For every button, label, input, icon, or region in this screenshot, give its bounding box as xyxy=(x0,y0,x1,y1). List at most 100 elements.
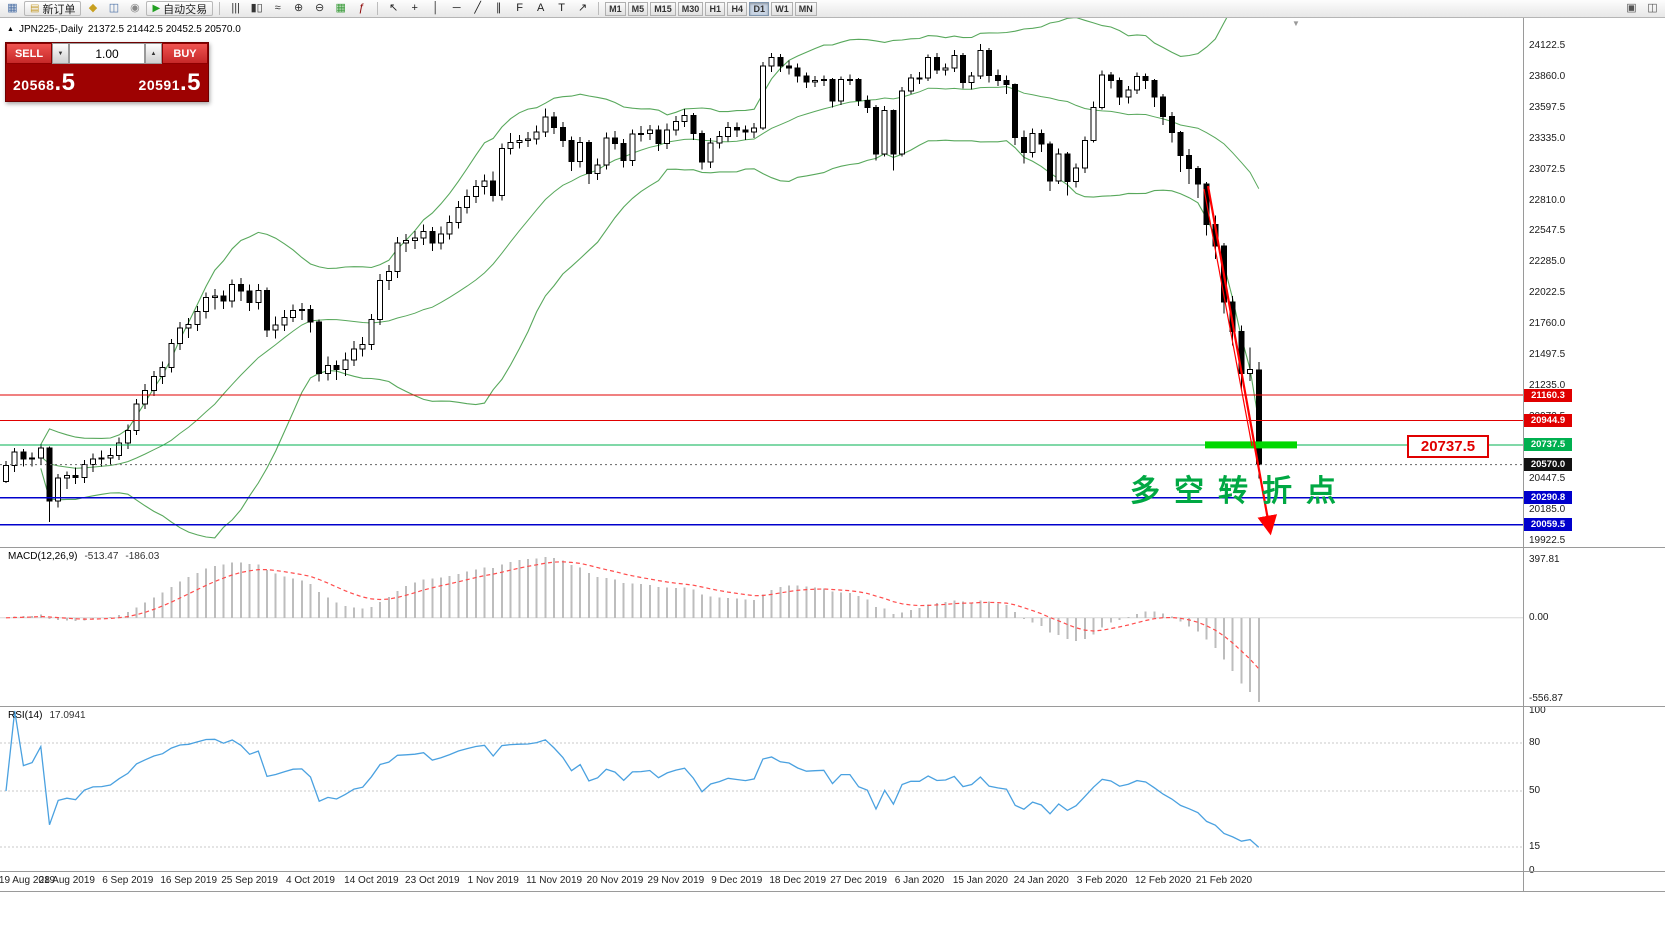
price-axis-label: 22285.0 xyxy=(1529,256,1566,268)
market-watch-icon[interactable]: ◫ xyxy=(104,1,123,16)
volume-input[interactable] xyxy=(69,43,145,64)
date-label: 11 Nov 2019 xyxy=(526,875,583,886)
price-level-badge: 20944.9 xyxy=(1524,413,1572,427)
timeframe-m30[interactable]: M30 xyxy=(677,1,704,16)
bollinger-lower-band xyxy=(40,139,1260,539)
window-bottom-border xyxy=(0,891,1665,892)
price-axis-label: 22810.0 xyxy=(1529,194,1566,206)
line-chart-icon[interactable]: ≈ xyxy=(268,1,287,16)
channel-icon[interactable]: ∥ xyxy=(489,1,508,16)
chart-window-icon[interactable]: ▦ xyxy=(3,1,22,16)
date-label: 6 Jan 2020 xyxy=(894,875,945,886)
bar-chart-icon[interactable]: ||| xyxy=(226,1,245,16)
date-label: 14 Oct 2019 xyxy=(344,875,399,886)
alerts-icon[interactable]: ◉ xyxy=(125,1,144,16)
chart-props-icon[interactable]: ▣ xyxy=(1622,1,1641,16)
rsi-value: 17.0941 xyxy=(49,710,86,721)
macd-main-value: -513.47 xyxy=(84,551,119,562)
macd-label: MACD(12,26,9) xyxy=(8,551,78,562)
support-highlight-segment xyxy=(1205,441,1297,449)
date-label: 20 Nov 2019 xyxy=(586,875,644,886)
zoom-out-icon[interactable]: ⊖ xyxy=(310,1,329,16)
price-axis-label: 23072.5 xyxy=(1529,163,1566,175)
toolbar-separator xyxy=(598,2,600,15)
toolbar-separator xyxy=(377,2,379,15)
panel-separator xyxy=(0,871,1665,872)
collapse-triangle-icon[interactable]: ▲ xyxy=(7,26,14,33)
price-level-badge: 20737.5 xyxy=(1524,438,1572,452)
current-price-badge: 20570.0 xyxy=(1524,458,1572,472)
volume-increase-button[interactable]: ▲ xyxy=(145,43,162,64)
buy-button[interactable]: BUY xyxy=(162,43,208,64)
turning-point-annotation: 多空转折点 xyxy=(1130,475,1350,508)
support-price-callout: 20737.5 xyxy=(1407,435,1489,458)
horizontal-line-icon[interactable]: ─ xyxy=(447,1,466,16)
timeframe-m15[interactable]: M15 xyxy=(650,1,676,16)
price-axis-label: 21760.0 xyxy=(1529,318,1566,330)
price-axis: 24122.5 23860.0 23597.5 23335.0 23072.5 22810… xyxy=(1523,18,1665,891)
price-axis-label: 22022.5 xyxy=(1529,287,1566,299)
timeframe-h1[interactable]: H1 xyxy=(705,1,726,16)
trendline-icon[interactable]: ╱ xyxy=(468,1,487,16)
vertical-line-icon[interactable]: │ xyxy=(426,1,445,16)
crosshair-icon[interactable]: + xyxy=(405,1,424,16)
zoom-in-icon[interactable]: ⊕ xyxy=(289,1,308,16)
price-axis-label: 24122.5 xyxy=(1529,39,1566,51)
indicators-icon[interactable]: ƒ xyxy=(352,1,371,16)
timeframe-mn[interactable]: MN xyxy=(794,1,817,16)
timeframe-w1[interactable]: W1 xyxy=(771,1,793,16)
timeframe-m5[interactable]: M5 xyxy=(627,1,649,16)
new-order-button[interactable]: ▤ 新订单 xyxy=(24,1,82,16)
date-label: 25 Sep 2019 xyxy=(221,875,278,886)
rsi-line xyxy=(5,710,1260,848)
date-label: 6 Sep 2019 xyxy=(102,875,154,886)
fibonacci-icon[interactable]: F xyxy=(510,1,529,16)
date-label: 9 Dec 2019 xyxy=(711,875,763,886)
macd-signal-line xyxy=(5,561,1260,670)
price-level-badge: 20290.8 xyxy=(1524,491,1572,505)
date-label: 1 Nov 2019 xyxy=(467,875,519,886)
rsi-axis-label: 80 xyxy=(1529,737,1541,748)
main-chart[interactable] xyxy=(0,18,1523,547)
window-list-icon[interactable]: ◫ xyxy=(1643,1,1662,16)
timeframe-d1[interactable]: D1 xyxy=(749,1,770,16)
date-label: 24 Jan 2020 xyxy=(1013,875,1069,886)
time-axis: 19 Aug 2019 28 Aug 2019 6 Sep 2019 16 Sep 2… xyxy=(0,872,1523,891)
rsi-axis-label: 50 xyxy=(1529,785,1541,796)
date-label: 28 Aug 2019 xyxy=(38,875,95,886)
date-label: 12 Feb 2020 xyxy=(1135,875,1192,886)
volume-decrease-button[interactable]: ▼ xyxy=(52,43,69,64)
tile-windows-icon[interactable]: ▦ xyxy=(331,1,350,16)
rsi-axis-label: 0 xyxy=(1529,865,1535,876)
price-axis-label: 23597.5 xyxy=(1529,101,1566,113)
date-label: 4 Oct 2019 xyxy=(286,875,335,886)
arrows-icon[interactable]: ↗ xyxy=(573,1,592,16)
panel-separator[interactable] xyxy=(0,706,1665,707)
timeframe-m1[interactable]: M1 xyxy=(605,1,626,16)
panel-separator[interactable] xyxy=(0,547,1665,548)
autotrade-button[interactable]: ▶ 自动交易 xyxy=(146,1,214,16)
cursor-icon[interactable]: ↖ xyxy=(384,1,403,16)
expert-advisors-icon[interactable]: ◆ xyxy=(83,1,102,16)
sell-button[interactable]: SELL xyxy=(6,43,52,64)
macd-signal-value: -186.03 xyxy=(125,551,160,562)
price-axis-label: 23860.0 xyxy=(1529,70,1566,82)
candles xyxy=(3,44,1262,522)
macd-histogram xyxy=(13,557,1260,702)
label-icon[interactable]: T xyxy=(552,1,571,16)
text-icon[interactable]: A xyxy=(531,1,550,16)
buy-price: 20591.5 xyxy=(138,68,201,96)
rsi-panel[interactable] xyxy=(0,707,1523,871)
macd-axis-label: 0.00 xyxy=(1529,611,1549,623)
timeframe-h4[interactable]: H4 xyxy=(727,1,748,16)
bollinger-upper-band xyxy=(40,18,1228,445)
toolbar: ▦ ▤ 新订单 ◆ ◫ ◉ ▶ 自动交易 ||| ▮▯ ≈ ⊕ ⊖ ▦ ƒ ↖ + │ ─ ╱ ∥ F A T ↗ M1 M5 M15… xyxy=(0,0,1665,18)
macd-axis-label: -556.87 xyxy=(1529,692,1563,704)
rsi-axis-label: 15 xyxy=(1529,841,1541,852)
macd-axis-label: 397.81 xyxy=(1529,553,1560,565)
date-label: 15 Jan 2020 xyxy=(952,875,1008,886)
candlestick-chart-icon[interactable]: ▮▯ xyxy=(247,1,266,16)
date-label: 21 Feb 2020 xyxy=(1195,875,1253,886)
macd-panel[interactable] xyxy=(0,548,1523,706)
chart-shift-marker[interactable]: ▼ xyxy=(1292,19,1300,28)
